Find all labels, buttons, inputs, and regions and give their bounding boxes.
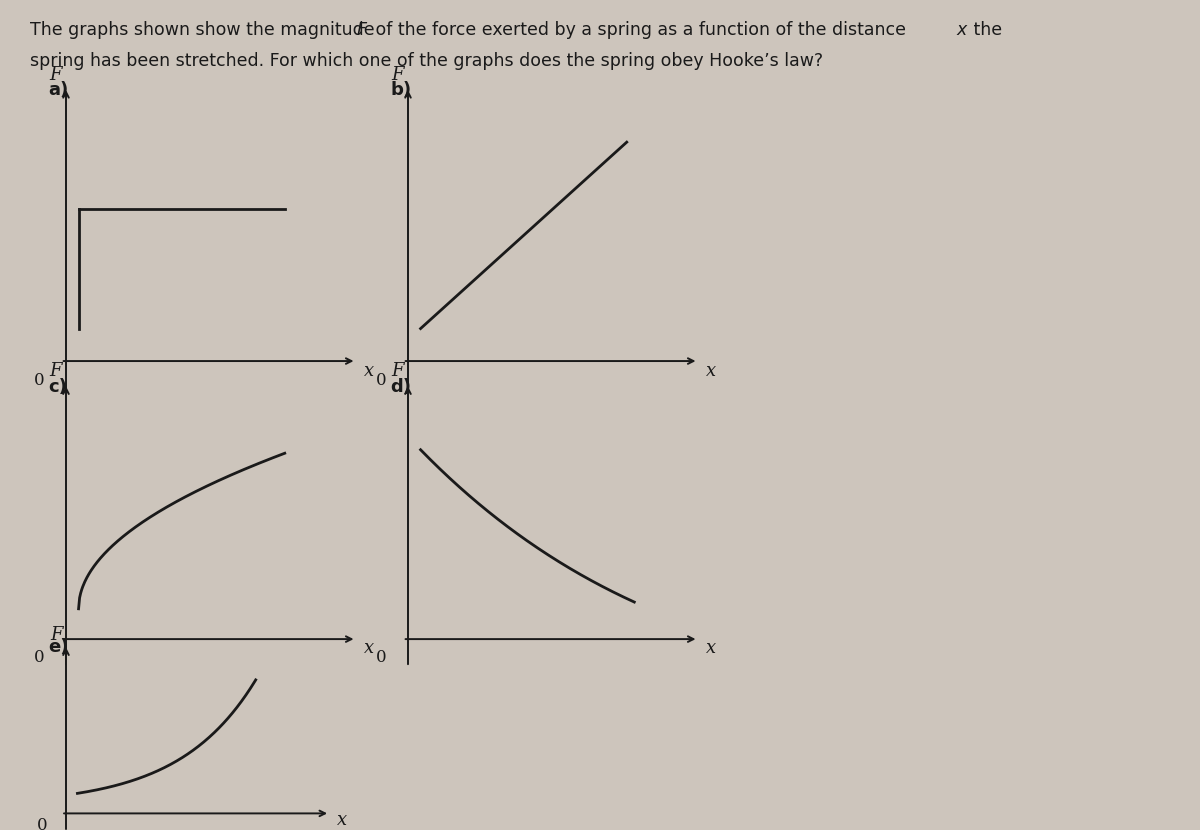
Text: the: the	[968, 21, 1002, 39]
Text: 0: 0	[377, 373, 386, 389]
Text: x: x	[337, 811, 347, 828]
Text: spring has been stretched. For which one of the graphs does the spring obey Hook: spring has been stretched. For which one…	[30, 52, 823, 71]
Text: The graphs shown show the magnitude: The graphs shown show the magnitude	[30, 21, 380, 39]
Text: F: F	[391, 66, 403, 84]
Text: F: F	[50, 626, 62, 644]
Text: x: x	[956, 21, 967, 39]
Text: b): b)	[390, 81, 412, 100]
Text: 0: 0	[377, 649, 386, 666]
Text: 0: 0	[35, 373, 44, 389]
Text: of the force exerted by a spring as a function of the distance: of the force exerted by a spring as a fu…	[370, 21, 911, 39]
Text: d): d)	[390, 378, 410, 396]
Text: F: F	[391, 363, 403, 380]
Text: a): a)	[48, 81, 68, 100]
Text: 0: 0	[35, 649, 44, 666]
Text: c): c)	[48, 378, 67, 396]
Text: e): e)	[48, 637, 68, 656]
Text: x: x	[707, 639, 716, 657]
Text: F: F	[356, 21, 366, 39]
Text: F: F	[49, 66, 61, 84]
Text: x: x	[707, 362, 716, 380]
Text: 0: 0	[37, 818, 47, 830]
Text: x: x	[365, 639, 374, 657]
Text: x: x	[365, 362, 374, 380]
Text: F: F	[49, 363, 61, 380]
